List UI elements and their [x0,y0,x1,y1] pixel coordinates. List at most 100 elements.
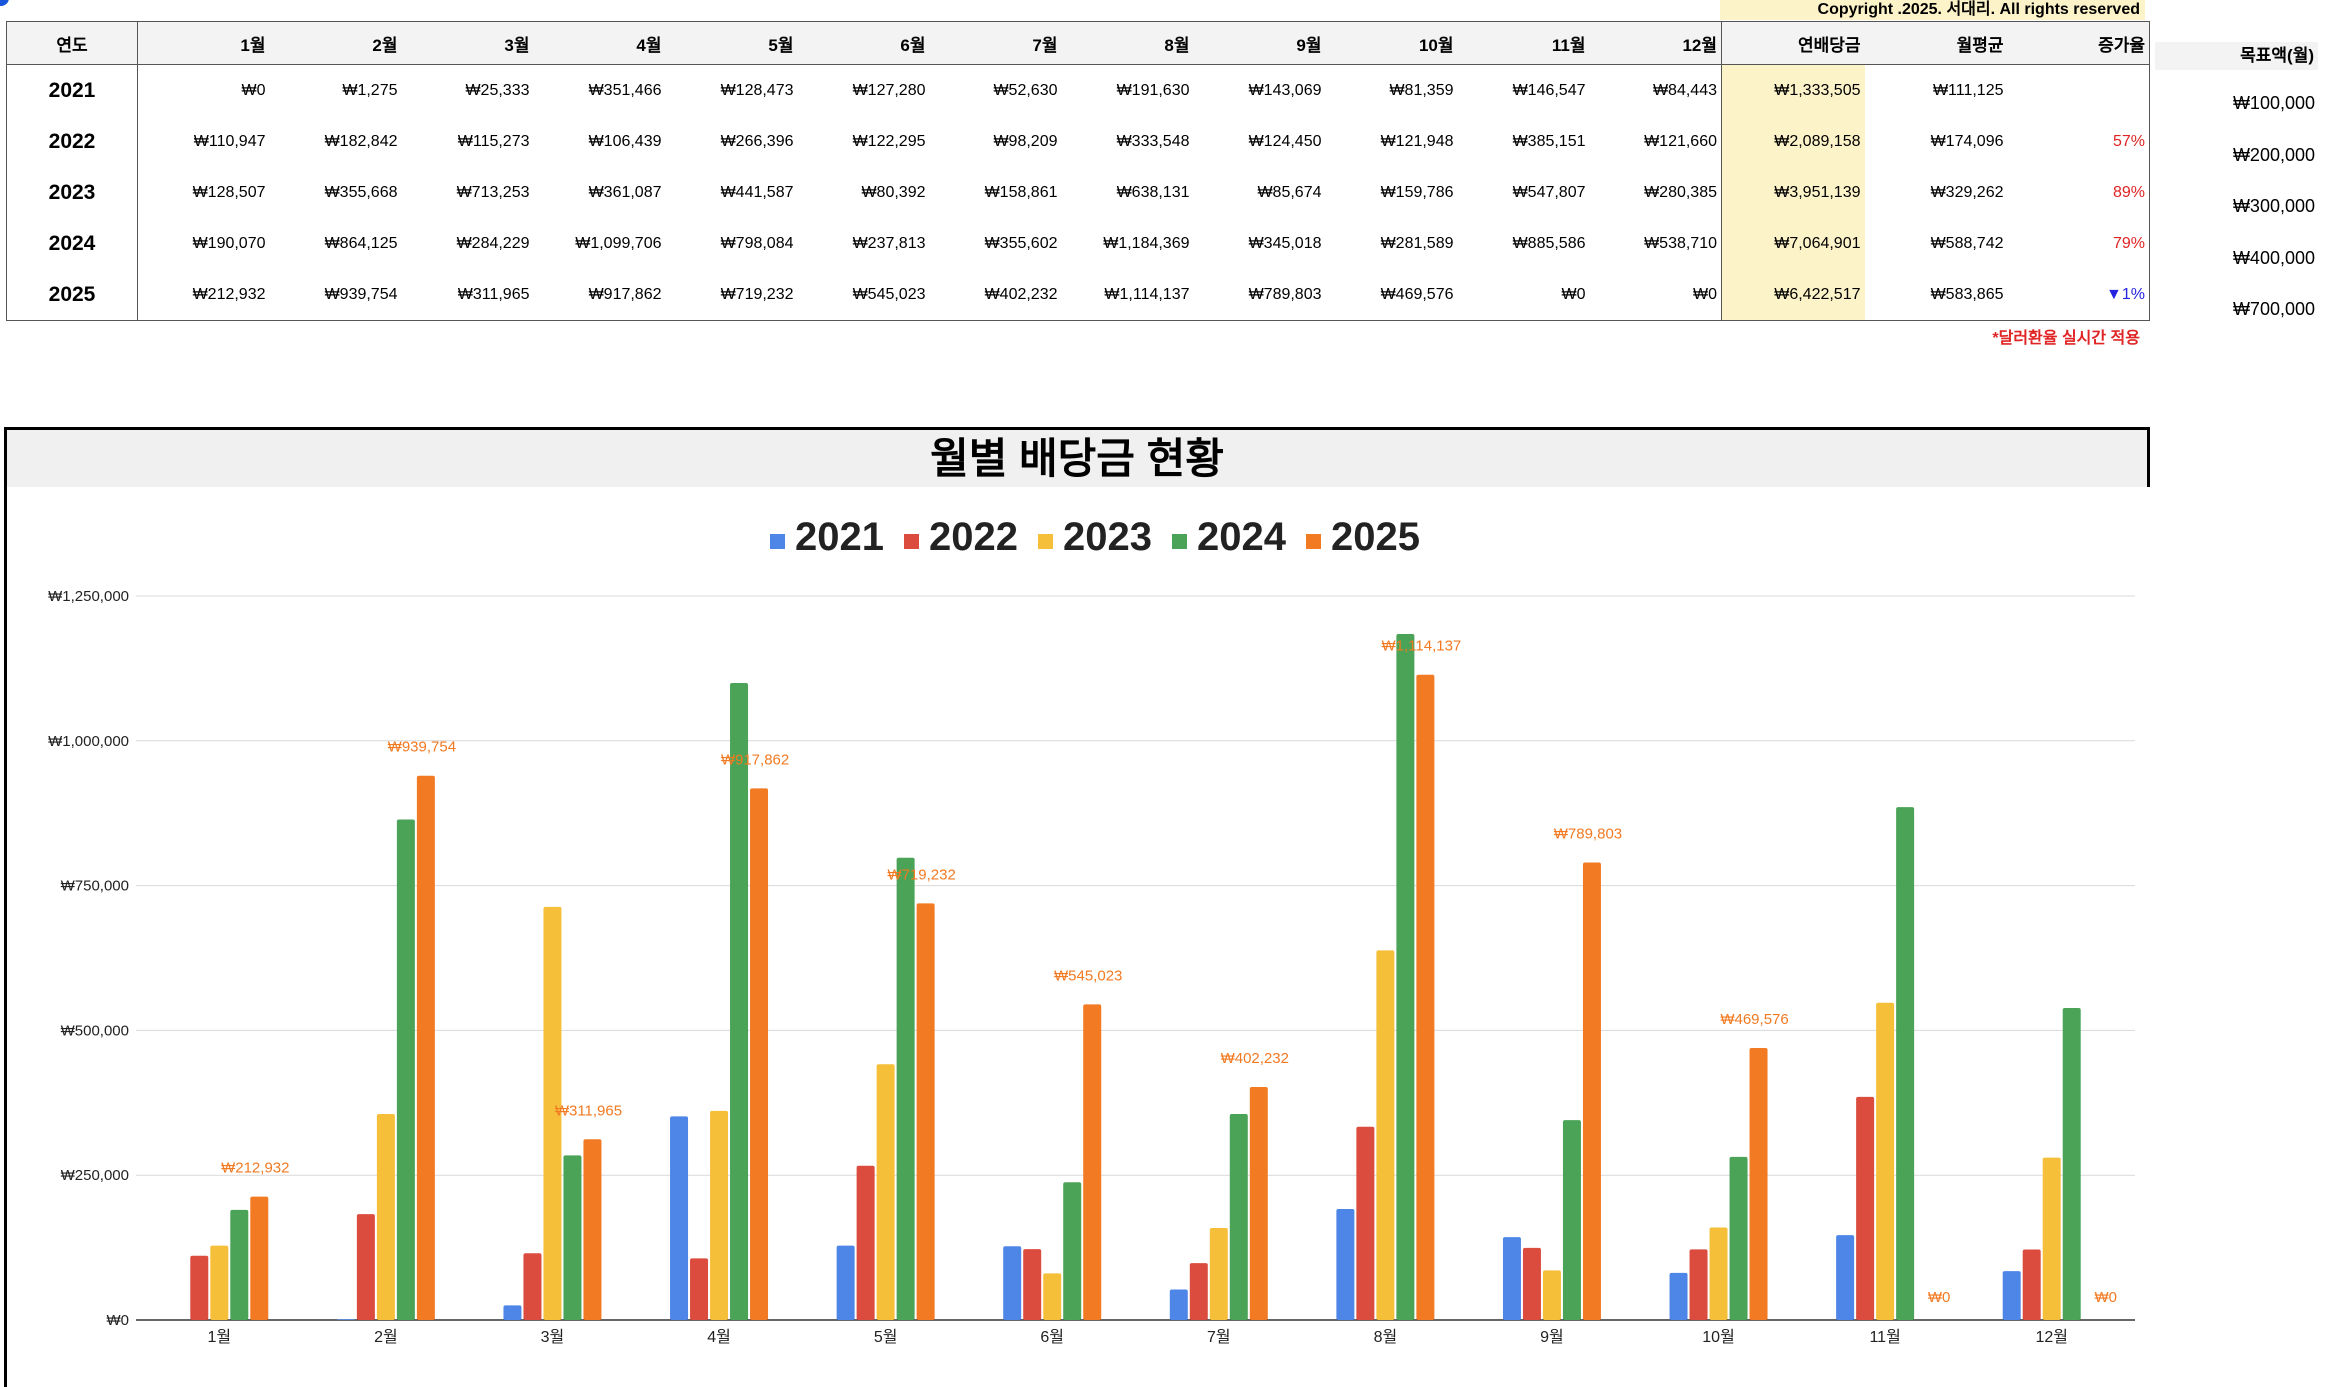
target-header[interactable]: 목표액(월) [2155,42,2318,70]
bar-2021-2[interactable] [336,1319,355,1320]
month-dividend-cell[interactable]: ₩80,392 [861,183,926,201]
bar-2022-3[interactable] [523,1253,542,1320]
bar-2024-3[interactable] [563,1155,582,1320]
monthly-average-cell[interactable]: ₩583,865 [1864,269,2008,321]
monthly-average-cell[interactable]: ₩111,125 [1932,81,2004,99]
bar-2021-7[interactable] [1169,1289,1188,1320]
month-dividend-cell[interactable]: ₩52,630 [993,81,1058,99]
bar-2024-7[interactable] [1229,1114,1248,1320]
table-header-cell[interactable]: 6월 [797,21,930,65]
annual-dividend-cell[interactable]: ₩6,422,517 [1721,269,1865,321]
month-dividend-cell[interactable]: ₩280,385 [1644,183,1717,201]
year-cell[interactable]: 2021 [6,64,138,116]
month-dividend-cell[interactable]: ₩81,359 [1389,81,1454,99]
legend-label[interactable]: 2022 [929,515,1018,559]
month-dividend-cell[interactable]: ₩345,018 [1248,234,1322,252]
month-dividend-cell[interactable]: ₩85,674 [1257,183,1322,201]
month-dividend-cell[interactable]: ₩361,087 [588,183,662,201]
month-dividend-cell[interactable]: ₩355,668 [324,183,398,201]
bar-2023-7[interactable] [1209,1227,1228,1320]
bar-2021-5[interactable] [836,1245,855,1320]
bar-2024-1[interactable] [230,1209,249,1320]
month-dividend-cell[interactable]: ₩128,507 [192,183,266,201]
target-value-2025[interactable]: ₩700,000 [2232,299,2315,319]
legend-label[interactable]: 2024 [1197,515,1287,559]
month-dividend-cell[interactable]: ₩547,807 [1512,183,1586,201]
bar-2023-9[interactable] [1542,1270,1561,1320]
month-dividend-cell[interactable]: ₩719,232 [665,269,798,321]
bar-2023-11[interactable] [1876,1002,1895,1320]
table-header-cell[interactable]: 1월 [137,21,270,65]
table-header-cell[interactable]: 12월 [1589,21,1722,65]
bar-2025-10[interactable] [1749,1048,1768,1320]
month-dividend-cell[interactable]: ₩0 [1589,269,1722,321]
month-dividend-cell[interactable]: ₩106,439 [588,132,662,150]
target-value-2021[interactable]: ₩100,000 [2232,93,2315,113]
bar-2021-9[interactable] [1502,1237,1521,1320]
bar-2024-9[interactable] [1562,1120,1581,1320]
month-dividend-cell[interactable]: ₩333,548 [1116,132,1190,150]
month-dividend-cell[interactable]: ₩281,589 [1380,234,1454,252]
month-dividend-cell[interactable]: ₩191,630 [1116,81,1190,99]
target-value-2023[interactable]: ₩300,000 [2232,196,2315,216]
bar-2024-10[interactable] [1729,1156,1748,1320]
bar-2022-9[interactable] [1522,1247,1541,1320]
month-dividend-cell[interactable]: ₩538,710 [1644,234,1717,252]
table-header-cell[interactable]: 3월 [401,21,534,65]
annual-dividend-cell[interactable]: ₩7,064,901 [1721,218,1865,269]
bar-2023-8[interactable] [1376,950,1395,1320]
month-dividend-cell[interactable]: ₩545,023 [797,269,930,321]
bar-2022-4[interactable] [690,1258,709,1320]
bar-2023-12[interactable] [2042,1157,2061,1320]
bar-2025-2[interactable] [416,775,435,1320]
bar-2022-5[interactable] [856,1165,875,1320]
growth-rate-cell[interactable]: 79% [2007,218,2150,269]
bar-2022-1[interactable] [190,1255,209,1320]
table-header-cell[interactable]: 7월 [929,21,1062,65]
month-dividend-cell[interactable]: ₩121,660 [1644,132,1717,150]
legend-label[interactable]: 2025 [1331,515,1420,559]
bar-2022-12[interactable] [2022,1249,2041,1320]
table-header-cell[interactable]: 연도 [6,21,138,65]
bar-2024-11[interactable] [1896,807,1915,1320]
annual-dividend-cell[interactable]: ₩2,089,158 [1721,116,1865,167]
bar-2025-3[interactable] [583,1139,602,1320]
table-header-cell[interactable]: 2월 [269,21,402,65]
bar-2024-5[interactable] [896,857,915,1320]
month-dividend-cell[interactable]: ₩713,253 [456,183,530,201]
bar-2023-2[interactable] [376,1113,395,1320]
month-dividend-cell[interactable]: ₩864,125 [324,234,398,252]
bar-2024-2[interactable] [396,819,415,1320]
table-header-cell[interactable]: 4월 [533,21,666,65]
table-header-cell[interactable]: 연배당금 [1721,21,1865,65]
bar-2024-12[interactable] [2062,1007,2081,1320]
legend-label[interactable]: 2021 [795,515,884,559]
month-dividend-cell[interactable]: ₩128,473 [720,81,794,99]
month-dividend-cell[interactable]: ₩939,754 [269,269,402,321]
month-dividend-cell[interactable]: ₩212,932 [137,269,270,321]
target-value-2022[interactable]: ₩200,000 [2232,145,2315,165]
bar-2024-6[interactable] [1063,1182,1082,1320]
month-dividend-cell[interactable]: ₩159,786 [1380,183,1454,201]
bar-2025-6[interactable] [1083,1004,1102,1320]
growth-rate-cell[interactable]: 57% [2007,116,2150,167]
month-dividend-cell[interactable]: ₩789,803 [1193,269,1326,321]
bar-2022-7[interactable] [1189,1263,1208,1320]
bar-2022-10[interactable] [1689,1249,1708,1320]
month-dividend-cell[interactable]: ₩0 [1457,269,1590,321]
month-dividend-cell[interactable]: ₩115,273 [457,132,530,150]
bar-2021-10[interactable] [1669,1272,1688,1320]
month-dividend-cell[interactable]: ₩311,965 [401,269,534,321]
month-dividend-cell[interactable]: ₩402,232 [929,269,1062,321]
month-dividend-cell[interactable]: ₩1,099,706 [575,234,662,252]
month-dividend-cell[interactable]: ₩351,466 [588,81,662,99]
bar-2025-7[interactable] [1249,1087,1268,1320]
annual-dividend-cell[interactable]: ₩1,333,505 [1721,64,1865,116]
bar-2022-2[interactable] [356,1214,375,1320]
table-header-cell[interactable]: 9월 [1193,21,1326,65]
month-dividend-cell[interactable]: ₩385,151 [1512,132,1586,150]
legend-label[interactable]: 2023 [1063,515,1152,559]
table-header-cell[interactable]: 5월 [665,21,798,65]
bar-2021-12[interactable] [2002,1271,2021,1320]
growth-rate-cell[interactable] [2007,64,2150,116]
